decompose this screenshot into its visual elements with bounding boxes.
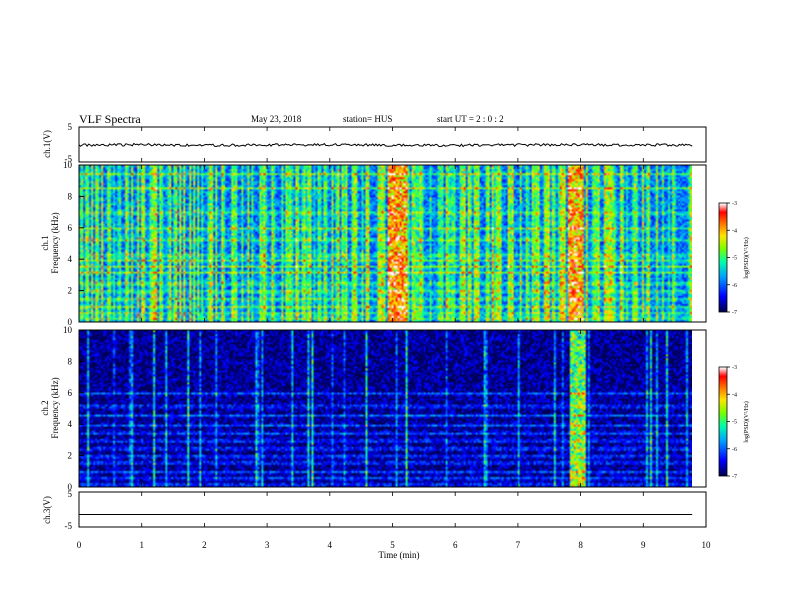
ch2-colorbar-tick-label: -5 [732,420,737,426]
ch1-spectrogram-ytick-label: 8 [68,191,73,201]
ch1-colorbar [719,203,727,312]
ch1-colorbar-label: log(PSD)(V²/Hz) [743,237,750,278]
ch2-colorbar-tick-label: -7 [732,474,737,480]
ch2-spectrogram-ytick-label: 2 [68,451,73,461]
ch1-spectrogram-ytick-label: 10 [63,160,73,170]
time-tick-label: 6 [453,540,458,550]
ch1-spectrogram-yticks: 0 2 4 6 8 10 [63,160,84,327]
ch3-ytick-bottom: -5 [65,521,73,531]
ch2-colorbar-tick-label: -4 [732,392,737,398]
time-tick-label: 9 [641,540,646,550]
ch2-colorbar-tick-label: -3 [732,365,737,371]
ch2-spectrogram-image [79,330,692,487]
time-axis-label: Time (min) [379,550,420,560]
time-tick-label: 1 [139,540,144,550]
ch1-spectrogram-ylabel-channel: ch.1 [40,235,50,250]
ch1-colorbar-tick-label: -6 [732,283,737,289]
ch2-spectrogram-ylabel-freq: Frequency (kHz) [50,377,60,438]
date-label: May 23, 2018 [251,114,302,124]
time-tick-label: 4 [328,540,333,550]
ch1-colorbar-tick-label: -4 [732,228,737,234]
ch3-ytick-top: 5 [68,489,73,499]
ch2-colorbar-ticks: -3 -4 -5 -6 -7 [727,365,737,480]
ch2-spectrogram-ylabel-channel: ch.2 [40,400,50,415]
station-label: station= HUS [343,114,392,124]
ch2-colorbar-label: log(PSD)(V²/Hz) [743,401,750,442]
time-tick-label: 10 [702,540,712,550]
ch2-spectrogram-ytick-label: 8 [68,356,73,366]
ch1-spectrogram-ylabel-freq: Frequency (kHz) [50,212,60,273]
ch1-colorbar-tick-label: -7 [732,310,737,316]
ch3-ylabel: ch.3(V) [42,496,52,524]
ch1-spectrogram-ytick-label: 0 [68,317,73,327]
time-tick-label: 2 [202,540,207,550]
ch1-ytick-bottom: -5 [65,154,73,164]
time-tick-label: 7 [516,540,521,550]
start-time-label: start UT = 2 : 0 : 2 [437,114,504,124]
ch2-spectrogram-ytick-label: 4 [68,419,73,429]
ch1-spectrogram-ytick-label: 4 [68,254,73,264]
ch1-colorbar-ticks: -3 -4 -5 -6 -7 [727,201,737,316]
ch2-spectrogram-yticks: 0 2 4 6 8 10 [63,325,84,492]
ch2-spectrogram-ytick-label: 10 [63,325,73,335]
ch1-colorbar-tick-label: -3 [732,201,737,207]
ch2-spectrogram-ytick-label: 0 [68,482,73,492]
time-tick-label: 3 [265,540,270,550]
ch1-ylabel: ch.1(V) [42,130,52,158]
figure-title: VLF Spectra [79,112,141,126]
ch3-waveform-frame [78,491,707,528]
ch1-spectrogram-image [79,165,692,322]
time-tick-label: 0 [77,540,82,550]
ch1-waveform-trace [78,142,693,148]
ch1-colorbar-tick-label: -5 [732,256,737,262]
ch1-ytick-top: 5 [68,122,73,132]
time-tick-label: 5 [390,540,395,550]
time-tick-label: 8 [578,540,583,550]
ch1-spectrogram-ytick-label: 2 [68,286,73,296]
ch2-spectrogram-ytick-label: 6 [68,388,73,398]
ch1-spectrogram-ytick-label: 6 [68,223,73,233]
ch2-colorbar [719,367,727,476]
ch2-colorbar-tick-label: -6 [732,447,737,453]
time-axis-ticks: 0 1 2 3 4 5 6 7 8 9 10 [77,127,711,550]
